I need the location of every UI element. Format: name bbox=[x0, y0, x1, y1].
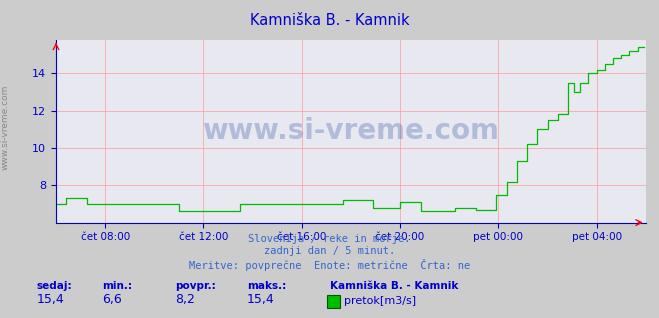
Text: 6,6: 6,6 bbox=[102, 293, 122, 306]
Text: maks.:: maks.: bbox=[247, 281, 287, 291]
Text: 15,4: 15,4 bbox=[247, 293, 275, 306]
Text: Kamniška B. - Kamnik: Kamniška B. - Kamnik bbox=[250, 13, 409, 28]
Text: www.si-vreme.com: www.si-vreme.com bbox=[1, 85, 10, 170]
Text: zadnji dan / 5 minut.: zadnji dan / 5 minut. bbox=[264, 246, 395, 256]
Text: www.si-vreme.com: www.si-vreme.com bbox=[202, 117, 500, 145]
Text: 15,4: 15,4 bbox=[36, 293, 64, 306]
Text: Kamniška B. - Kamnik: Kamniška B. - Kamnik bbox=[330, 281, 458, 291]
Text: Meritve: povprečne  Enote: metrične  Črta: ne: Meritve: povprečne Enote: metrične Črta:… bbox=[189, 259, 470, 271]
Text: Slovenija / reke in morje.: Slovenija / reke in morje. bbox=[248, 234, 411, 244]
Text: 8,2: 8,2 bbox=[175, 293, 194, 306]
Text: min.:: min.: bbox=[102, 281, 132, 291]
Text: povpr.:: povpr.: bbox=[175, 281, 215, 291]
Text: sedaj:: sedaj: bbox=[36, 281, 72, 291]
Text: pretok[m3/s]: pretok[m3/s] bbox=[344, 296, 416, 306]
